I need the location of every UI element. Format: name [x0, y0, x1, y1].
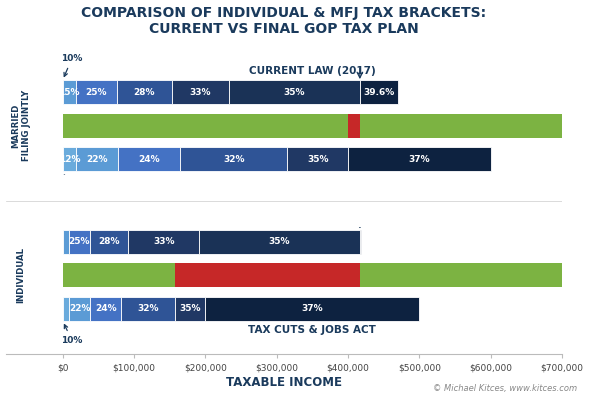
X-axis label: TAXABLE INCOME: TAXABLE INCOME — [226, 376, 342, 389]
Text: 22%: 22% — [86, 154, 108, 164]
Text: 15%: 15% — [58, 88, 80, 97]
Bar — [180, 147, 287, 171]
Bar — [128, 230, 199, 254]
Text: 35%: 35% — [284, 88, 305, 97]
Bar — [229, 80, 360, 104]
Text: INDIVIDUAL: INDIVIDUAL — [16, 247, 26, 303]
Text: 35%: 35% — [269, 237, 290, 246]
Bar — [348, 114, 360, 138]
Bar — [206, 297, 419, 321]
Bar — [62, 80, 76, 104]
Text: 32%: 32% — [223, 154, 244, 164]
Bar — [360, 80, 398, 104]
Bar — [172, 80, 229, 104]
Text: 33%: 33% — [153, 237, 174, 246]
Bar — [360, 230, 361, 254]
Text: CURRENT LAW (2017): CURRENT LAW (2017) — [249, 66, 376, 75]
Bar — [70, 297, 90, 321]
Text: 35%: 35% — [307, 154, 329, 164]
Text: TAX CUTS & JOBS ACT: TAX CUTS & JOBS ACT — [249, 176, 376, 186]
Text: 32%: 32% — [137, 304, 159, 313]
Text: 39.6%: 39.6% — [363, 88, 395, 97]
Bar — [76, 80, 117, 104]
Text: CURRENT LAW (2017): CURRENT LAW (2017) — [249, 215, 376, 225]
Bar — [175, 297, 206, 321]
Text: 33%: 33% — [190, 88, 211, 97]
Bar — [360, 114, 562, 138]
Text: 10%: 10% — [61, 205, 82, 226]
Bar — [62, 114, 348, 138]
Bar — [121, 297, 175, 321]
Text: 37%: 37% — [302, 304, 323, 313]
Title: COMPARISON OF INDIVIDUAL & MFJ TAX BRACKETS:
CURRENT VS FINAL GOP TAX PLAN: COMPARISON OF INDIVIDUAL & MFJ TAX BRACK… — [81, 6, 487, 36]
Text: 35%: 35% — [180, 304, 201, 313]
Bar — [348, 147, 491, 171]
Bar — [117, 80, 172, 104]
Text: 28%: 28% — [134, 88, 155, 97]
Bar — [62, 147, 76, 171]
Bar — [70, 230, 90, 254]
Text: 24%: 24% — [138, 154, 160, 164]
Text: 12%: 12% — [59, 154, 80, 164]
Bar — [5, 175, 562, 226]
Bar — [199, 230, 360, 254]
Bar — [90, 297, 121, 321]
Text: MARRIED
FILING JOINTLY: MARRIED FILING JOINTLY — [11, 90, 31, 161]
Text: 37%: 37% — [408, 154, 430, 164]
Text: 24%: 24% — [95, 304, 117, 313]
Text: 28%: 28% — [98, 237, 120, 246]
Bar — [62, 230, 70, 254]
Bar — [90, 230, 128, 254]
Text: 10%: 10% — [61, 54, 82, 76]
Text: 22%: 22% — [69, 304, 91, 313]
Text: 25%: 25% — [85, 88, 107, 97]
Bar — [62, 263, 175, 288]
Bar — [62, 297, 70, 321]
Bar — [76, 147, 118, 171]
Bar — [287, 147, 348, 171]
Bar — [360, 263, 562, 288]
Text: 10%: 10% — [61, 325, 82, 345]
Bar — [175, 263, 360, 288]
Text: 10%: 10% — [61, 175, 82, 196]
Text: TAX CUTS & JOBS ACT: TAX CUTS & JOBS ACT — [249, 325, 376, 335]
Text: © Michael Kitces, www.kitces.com: © Michael Kitces, www.kitces.com — [433, 384, 577, 393]
Text: 25%: 25% — [69, 237, 90, 246]
Bar — [118, 147, 180, 171]
